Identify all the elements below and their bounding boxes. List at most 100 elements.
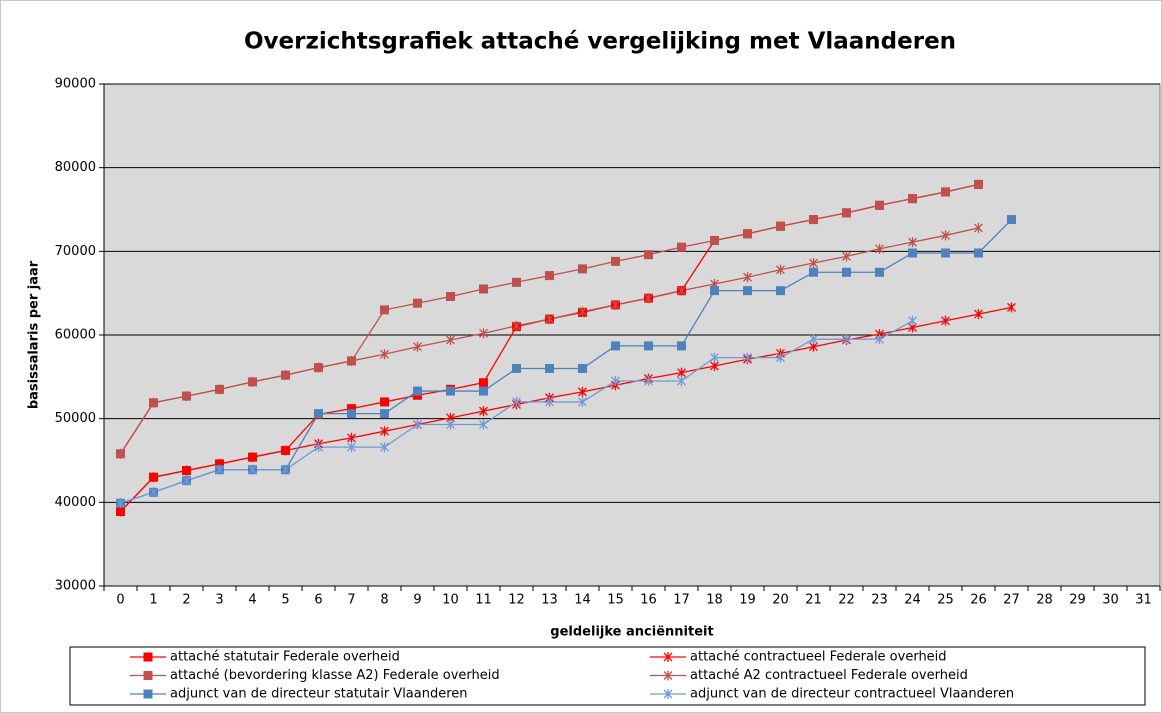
data-point — [380, 397, 389, 407]
data-point — [611, 299, 620, 310]
data-point — [347, 432, 356, 443]
data-point — [545, 363, 554, 373]
data-point — [347, 404, 356, 414]
x-tick-label: 1 — [149, 593, 157, 608]
data-point — [578, 264, 587, 274]
data-point — [611, 341, 620, 351]
data-point — [875, 200, 884, 210]
data-point — [545, 396, 554, 407]
series-line — [120, 306, 1012, 512]
data-point — [380, 409, 389, 419]
data-point — [446, 292, 455, 302]
data-point — [941, 315, 950, 326]
data-point — [380, 305, 389, 315]
data-point — [380, 426, 389, 437]
data-point — [380, 349, 389, 360]
x-tick-label: 22 — [838, 593, 855, 608]
data-point — [941, 187, 950, 197]
data-point — [413, 419, 422, 430]
data-point — [479, 378, 488, 388]
data-point — [347, 442, 356, 453]
data-point — [314, 362, 323, 373]
x-tick-label: 23 — [871, 593, 888, 608]
data-point — [413, 341, 422, 352]
data-point — [974, 248, 983, 258]
data-point — [809, 258, 818, 269]
data-point — [677, 341, 686, 351]
legend-marker — [143, 652, 153, 662]
data-point — [908, 194, 917, 204]
x-tick-label: 19 — [739, 593, 756, 608]
data-point — [281, 370, 290, 381]
x-tick-label: 24 — [904, 593, 921, 608]
data-point — [149, 397, 158, 408]
x-tick-label: 12 — [508, 593, 525, 608]
chart-title: Overzichtsgrafiek attaché vergelijking m… — [244, 29, 956, 55]
data-point — [578, 363, 587, 373]
data-point — [743, 352, 752, 363]
x-tick-label: 21 — [805, 593, 822, 608]
data-point — [941, 230, 950, 241]
y-tick-label: 30000 — [55, 579, 96, 594]
data-point — [677, 367, 686, 378]
data-point — [842, 334, 851, 345]
data-point — [1007, 215, 1016, 225]
data-point — [479, 328, 488, 339]
data-point — [545, 271, 554, 281]
data-point — [875, 243, 884, 254]
data-point — [215, 384, 224, 395]
y-axis-label: basissalaris per jaar — [27, 260, 42, 409]
x-tick-label: 5 — [281, 593, 289, 608]
data-point — [578, 306, 587, 317]
legend-label: adjunct van de directeur contractueel Vl… — [690, 687, 1014, 702]
data-point — [281, 464, 290, 475]
legend-label: attaché contractueel Federale overheid — [690, 650, 947, 665]
x-tick-label: 13 — [541, 593, 558, 608]
data-point — [677, 285, 686, 296]
data-point — [908, 248, 917, 258]
data-point — [512, 320, 521, 331]
data-point — [512, 277, 521, 287]
data-point — [908, 315, 917, 326]
data-point — [677, 242, 686, 252]
data-point — [941, 248, 950, 258]
data-point — [248, 452, 257, 463]
data-point — [116, 506, 125, 517]
data-point — [776, 221, 785, 231]
data-point — [842, 251, 851, 262]
data-point — [446, 386, 455, 396]
data-point — [710, 352, 719, 363]
x-tick-label: 6 — [314, 593, 322, 608]
data-point — [347, 409, 356, 419]
data-point — [644, 376, 653, 387]
x-tick-label: 14 — [574, 593, 591, 608]
x-tick-label: 31 — [1135, 593, 1152, 608]
data-point — [215, 464, 224, 475]
legend-marker — [143, 689, 153, 699]
x-tick-label: 0 — [116, 593, 124, 608]
data-point — [776, 264, 785, 275]
x-tick-label: 18 — [706, 593, 723, 608]
data-point — [248, 464, 257, 475]
x-tick-label: 9 — [413, 593, 421, 608]
data-point — [578, 386, 587, 397]
data-point — [842, 267, 851, 277]
data-point — [578, 396, 587, 407]
data-point — [611, 376, 620, 387]
data-point — [809, 267, 818, 277]
y-tick-label: 90000 — [55, 77, 96, 92]
data-point — [182, 465, 191, 476]
x-tick-label: 17 — [673, 593, 690, 608]
data-point — [116, 498, 125, 509]
data-point — [710, 360, 719, 371]
x-tick-label: 8 — [380, 593, 388, 608]
data-point — [182, 391, 191, 402]
data-point — [809, 334, 818, 345]
data-point — [875, 267, 884, 277]
legend-marker — [663, 652, 673, 662]
x-tick-label: 15 — [607, 593, 624, 608]
data-point — [446, 419, 455, 430]
data-point — [512, 363, 521, 373]
data-point — [149, 487, 158, 498]
